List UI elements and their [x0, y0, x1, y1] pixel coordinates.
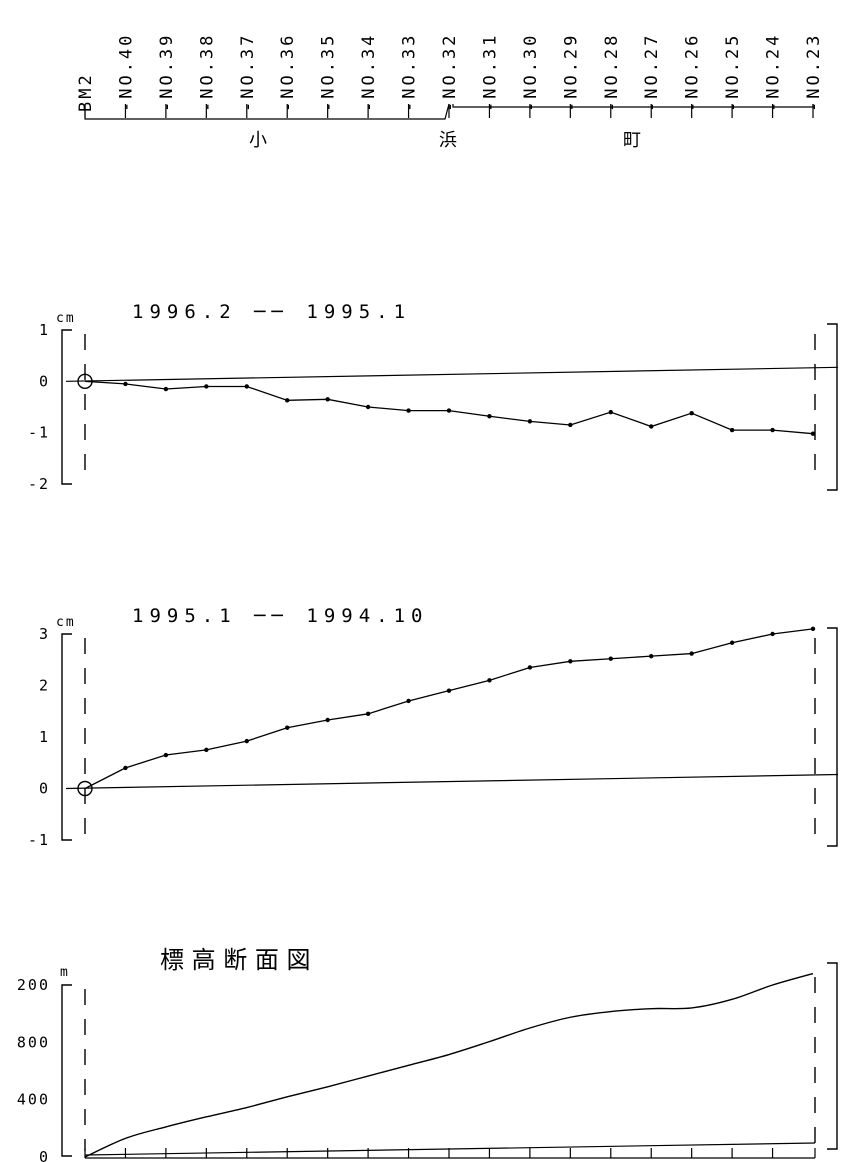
data-point [689, 651, 694, 656]
benchmark-label: -NO.37 [238, 33, 258, 112]
y-tick-label: 2 [39, 677, 50, 695]
y-tick-label: 0 [39, 372, 50, 390]
chart-2-title: 1995.1 ── 1994.10 [132, 605, 428, 627]
data-point [123, 765, 128, 771]
chart-1-unit: cm [56, 311, 76, 326]
data-point [649, 424, 654, 429]
y-axis [61, 329, 72, 485]
benchmark-label: -NO.31 [480, 33, 500, 112]
y-tick-label: 3 [39, 625, 50, 643]
data-point [487, 678, 492, 683]
y-tick-label: 0 [39, 780, 50, 798]
data-point [527, 665, 533, 670]
data-point [285, 398, 290, 403]
chart-2-unit: cm [56, 615, 76, 630]
chart-3-title: 標 高 断 面 図 [160, 946, 311, 974]
zero-baseline [84, 1142, 816, 1156]
town-char-3: 町 [623, 130, 641, 151]
data-point [446, 408, 452, 413]
data-point [729, 427, 735, 433]
data-point [608, 656, 613, 661]
data-point [365, 404, 371, 410]
data-point [244, 384, 249, 389]
zero-baseline [65, 773, 839, 790]
y-tick-label: 1 [39, 728, 50, 746]
data-point [568, 422, 573, 428]
reference-point-circle [77, 780, 93, 797]
town-bracket [84, 103, 814, 120]
y-tick-label: 0 [39, 1148, 50, 1162]
benchmark-label: BM2 [76, 72, 96, 112]
data-point [810, 626, 816, 632]
data-point [568, 659, 573, 664]
data-point [729, 640, 735, 645]
benchmark-label: -NO.32 [440, 33, 460, 112]
benchmark-label: -NO.25 [723, 33, 743, 112]
y-tick-label: 800 [17, 1033, 50, 1051]
data-point [810, 431, 816, 436]
data-point [527, 419, 533, 424]
right-bracket [827, 627, 838, 847]
data-point [406, 698, 411, 704]
data-point [163, 386, 169, 392]
data-point [163, 752, 169, 758]
benchmark-label: -NO.39 [157, 33, 177, 112]
y-axis [61, 984, 72, 1157]
data-point [325, 397, 330, 402]
right-bracket [827, 962, 838, 1150]
data-point [608, 409, 613, 415]
benchmark-label: -NO.40 [116, 33, 136, 112]
town-char-2: 浜 [439, 130, 457, 151]
data-point [365, 711, 371, 717]
data-point [689, 410, 694, 416]
y-tick-label: -2 [28, 475, 50, 493]
data-point [406, 408, 411, 413]
chart-1-title: 1996.2 ── 1995.1 [132, 301, 411, 323]
y-tick-label: 400 [17, 1091, 50, 1109]
data-point [770, 427, 775, 433]
benchmark-label: -NO.34 [359, 33, 379, 112]
y-tick-label: -1 [28, 831, 50, 849]
benchmark-label: -NO.33 [400, 33, 420, 112]
benchmark-label: -NO.35 [319, 33, 339, 112]
y-tick-label: -1 [28, 424, 50, 442]
benchmark-label: -NO.36 [278, 33, 298, 112]
data-point [649, 653, 654, 659]
chart-1995-1994: 1995.1 ── 1994.10 cm 3 2 1 0 -1 [28, 605, 839, 849]
data-point [446, 688, 452, 693]
benchmark-label: -NO.29 [561, 33, 581, 112]
data-point [285, 725, 290, 730]
elevation-line [84, 972, 814, 1158]
data-point [204, 384, 209, 389]
benchmark-label: -NO.38 [197, 33, 217, 112]
benchmark-label: -NO.27 [642, 33, 662, 112]
town-char-1: 小 [249, 130, 267, 151]
data-point [204, 747, 209, 753]
benchmark-header: BM2 -NO.40 -NO.39 -NO.38 -NO.37 -NO.36 -NO.35-… [76, 33, 824, 120]
series-line [84, 380, 814, 435]
y-tick-label: 1 [39, 321, 50, 339]
y-axis [61, 633, 72, 841]
benchmark-label: -NO.26 [683, 33, 703, 112]
reference-point-circle [77, 373, 93, 390]
benchmark-label: -NO.24 [764, 33, 784, 112]
data-point [325, 717, 330, 723]
data-point [487, 414, 492, 419]
data-point [123, 381, 128, 387]
y-tick-label: 200 [17, 976, 50, 994]
benchmark-label: -NO.30 [521, 33, 541, 112]
data-point [244, 738, 249, 744]
elevation-profile-chart: 標 高 断 面 図 m 200 800 400 0 [17, 946, 838, 1162]
zero-baseline [65, 366, 839, 382]
town-label: 小 浜 町 [249, 130, 641, 151]
benchmark-label: -NO.23 [804, 33, 824, 112]
series-line [84, 628, 814, 790]
right-bracket [827, 323, 838, 491]
chart-1996-1995: 1996.2 ── 1995.1 cm 1 0 -1 -2 [28, 301, 839, 493]
benchmark-label: -NO.28 [602, 33, 622, 112]
data-point [770, 631, 775, 637]
chart-3-unit: m [60, 965, 70, 980]
